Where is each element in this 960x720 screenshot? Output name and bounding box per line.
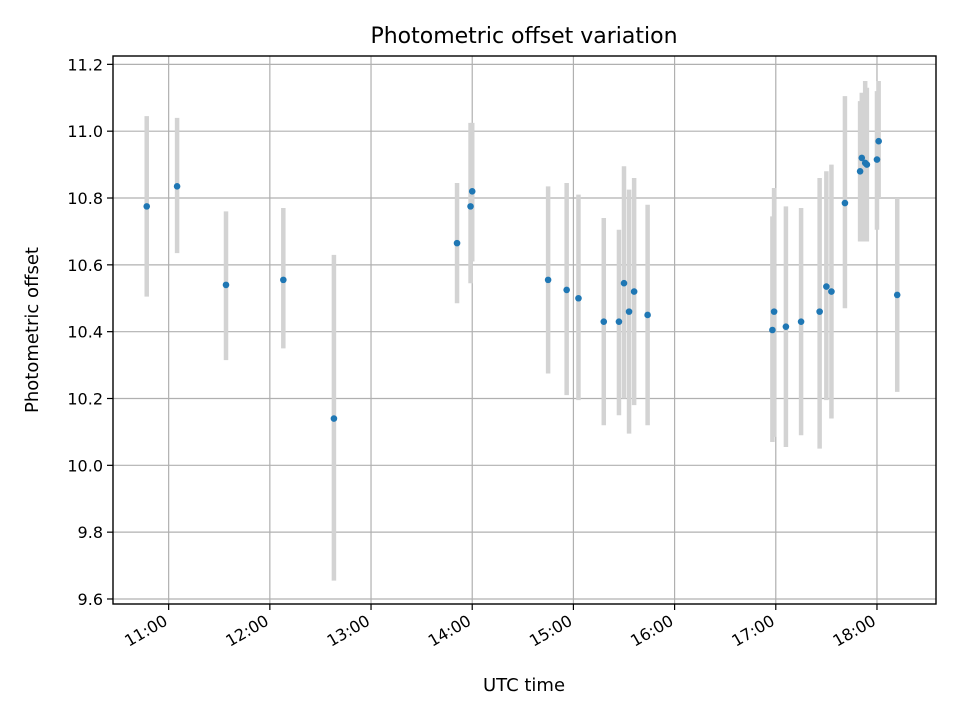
data-point [630,288,638,295]
y-tick-label: 10.0 [67,456,103,475]
x-axis-label: UTC time [483,675,565,696]
data-point [841,199,849,207]
data-point [875,137,882,145]
data-point [644,311,651,319]
point-layer [143,137,901,422]
y-tick-label: 10.6 [67,256,103,275]
data-point [823,283,830,290]
data-point [828,288,835,295]
data-point [544,276,552,284]
data-point [856,167,864,175]
y-tick-label: 9.6 [78,590,103,609]
data-point [625,308,633,315]
data-point [816,308,823,315]
data-point [873,156,881,163]
chart-title: Photometric offset variation [370,24,677,49]
data-point [858,154,866,162]
data-point [893,291,901,299]
data-point [280,276,287,284]
data-point [222,281,230,289]
data-point [468,188,476,195]
data-point [563,286,570,294]
y-tick-label: 10.2 [67,390,103,409]
y-axis-label: Photometric offset [22,247,43,413]
data-point [143,203,151,210]
plot-frame [112,55,937,605]
data-point [782,323,790,330]
data-point [173,183,181,190]
data-point [863,161,871,168]
y-tick-label: 9.8 [78,523,103,542]
data-point [620,279,628,287]
data-point [575,294,582,302]
y-tick-label: 10.8 [67,189,103,208]
data-point [769,326,776,334]
y-tick-label: 10.4 [67,323,103,342]
data-point [330,415,338,422]
data-point [600,318,608,325]
y-tick-label: 11.0 [67,122,103,141]
data-point [615,318,623,325]
data-point [467,203,474,210]
data-point [797,318,805,325]
data-point [453,239,461,247]
y-tick-label: 11.2 [67,55,103,74]
data-point [770,308,778,315]
